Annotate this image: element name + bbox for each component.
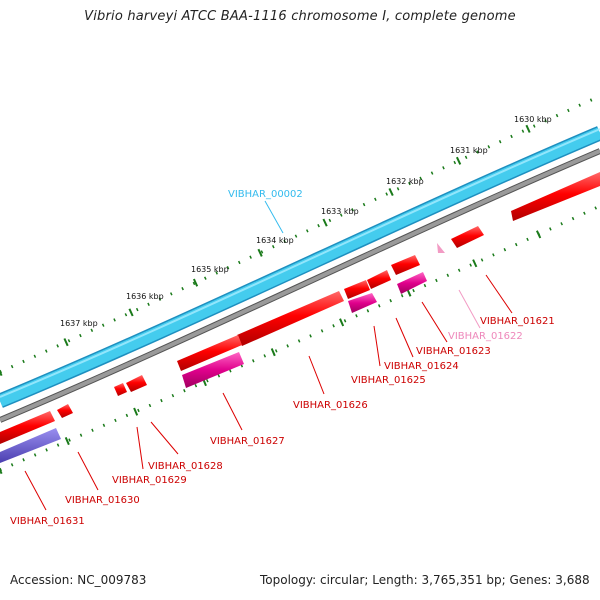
tick-mark — [455, 156, 462, 165]
map-title: Vibrio harveyi ATCC BAA-1116 chromosome … — [84, 9, 516, 24]
gene-label[interactable]: VIBHAR_01631 — [10, 516, 85, 527]
tick-mark — [270, 348, 276, 357]
tick-mark — [525, 124, 531, 133]
tick-mark — [535, 230, 542, 239]
gene-label[interactable]: VIBHAR_01628 — [148, 461, 223, 472]
gene-labels: VIBHAR_00002 VIBHAR_01621 VIBHAR_01622 V… — [10, 189, 555, 527]
kbp-label: 1630 kbp — [514, 115, 552, 124]
gene-arrow-01623[interactable] — [397, 272, 427, 294]
gene-label[interactable]: VIBHAR_01623 — [416, 346, 491, 357]
tick-mark — [63, 338, 69, 347]
tick-mark — [339, 318, 345, 327]
accession-text: Accession: NC_009783 — [10, 573, 147, 587]
gene-label[interactable]: VIBHAR_01625 — [351, 375, 426, 386]
tick-mark — [322, 218, 328, 227]
gene-arrow-01631[interactable] — [0, 411, 55, 444]
gene-label[interactable]: VIBHAR_01627 — [210, 436, 285, 447]
gene-arrow-01627b[interactable] — [177, 335, 242, 371]
gene-label[interactable]: VIBHAR_01622 — [448, 331, 523, 342]
gene-label[interactable]: VIBHAR_01621 — [480, 316, 555, 327]
gene-arrow-01624b[interactable] — [367, 270, 391, 289]
gene-arrow-01625b[interactable] — [344, 280, 370, 299]
gene-arrow-01626[interactable] — [237, 291, 344, 346]
gene-label[interactable]: VIBHAR_00002 — [228, 189, 303, 200]
tick-mark — [0, 467, 3, 475]
gene-arrow-01622[interactable] — [437, 243, 445, 253]
major-ticks — [0, 124, 531, 377]
gene-arrow-01621[interactable] — [451, 172, 600, 248]
tick-mark — [64, 436, 70, 446]
callout-lines — [24, 200, 513, 511]
kbp-label: 1633 kbp — [321, 207, 359, 216]
tick-mark — [388, 187, 394, 197]
gene-label[interactable]: VIBHAR_01629 — [112, 475, 187, 486]
gene-arrow-01628[interactable] — [126, 375, 147, 392]
gene-arrow-01629[interactable] — [114, 383, 127, 396]
gene-arrow-01627[interactable] — [182, 352, 244, 388]
gene-arrows — [0, 172, 600, 463]
tick-mark — [128, 308, 134, 317]
topology-text: Topology: circular; Length: 3,765,351 bp… — [260, 573, 590, 587]
tick-mark — [472, 259, 478, 268]
scale-labels: 1630 kbp 1631 kbp 1632 kbp 1633 kbp 1634… — [60, 115, 552, 328]
gene-label[interactable]: VIBHAR_01630 — [65, 495, 140, 506]
kbp-label: 1631 kbp — [450, 146, 488, 155]
gene-label[interactable]: VIBHAR_01626 — [293, 400, 368, 411]
kbp-label: 1634 kbp — [256, 236, 294, 245]
gene-arrow-01631b[interactable] — [0, 428, 61, 463]
gene-arrow-01630[interactable] — [57, 404, 73, 418]
gene-arrow-01624a[interactable] — [391, 255, 420, 275]
kbp-label: 1632 kbp — [386, 177, 424, 186]
tick-mark — [192, 278, 199, 287]
kbp-label: 1635 kbp — [191, 265, 229, 274]
tick-mark — [0, 369, 3, 377]
gene-label[interactable]: VIBHAR_01624 — [384, 361, 459, 372]
tick-mark — [257, 248, 263, 257]
gene-arrow-01625[interactable] — [348, 293, 377, 313]
kbp-label: 1637 kbp — [60, 319, 98, 328]
tick-mark — [133, 407, 139, 416]
kbp-label: 1636 kbp — [126, 292, 164, 301]
